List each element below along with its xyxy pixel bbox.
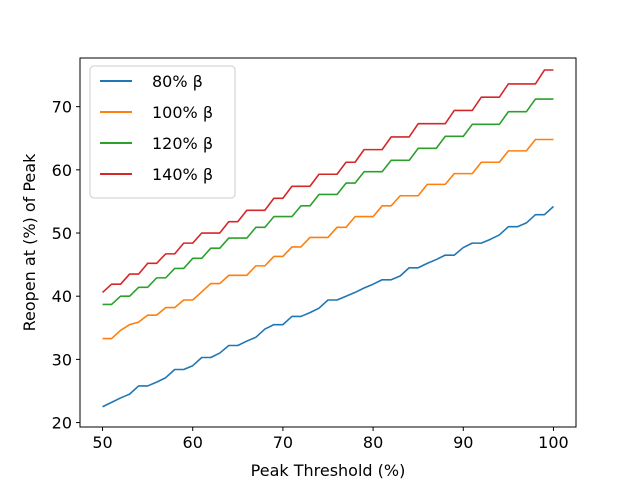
legend-label-2: 120% β <box>152 134 213 153</box>
y-axis: 20 30 40 50 60 70 <box>52 98 80 433</box>
y-tick-label-3: 50 <box>52 224 72 243</box>
y-axis-label: Reopen at (%) of Peak <box>20 153 39 331</box>
legend-label-0: 80% β <box>152 72 203 91</box>
series-line-0 <box>102 205 554 408</box>
series-line-2 <box>102 98 554 306</box>
legend-label-1: 100% β <box>152 103 213 122</box>
x-tick-label-1: 60 <box>183 433 203 452</box>
x-tick-label-3: 80 <box>363 433 383 452</box>
series-layer <box>102 69 554 408</box>
legend-box <box>89 65 236 199</box>
y-tick-label-0: 20 <box>52 414 72 433</box>
x-axis-label: Peak Threshold (%) <box>251 461 406 480</box>
x-tick-label-4: 90 <box>453 433 473 452</box>
series-line-3 <box>102 69 554 294</box>
series-line-1 <box>102 138 554 340</box>
y-tick-label-1: 30 <box>52 350 72 369</box>
y-tick-label-5: 70 <box>52 98 72 117</box>
x-tick-label-2: 70 <box>273 433 293 452</box>
x-axis: 50 60 70 80 90 100 <box>92 427 569 452</box>
y-tick-label-4: 60 <box>52 161 72 180</box>
x-tick-label-0: 50 <box>92 433 112 452</box>
axes-frame <box>79 57 577 428</box>
legend-label-3: 140% β <box>152 165 213 184</box>
y-tick-label-2: 40 <box>52 287 72 306</box>
legend: 80% β 100% β 120% β 140% β <box>89 65 236 199</box>
x-tick-label-5: 100 <box>538 433 569 452</box>
